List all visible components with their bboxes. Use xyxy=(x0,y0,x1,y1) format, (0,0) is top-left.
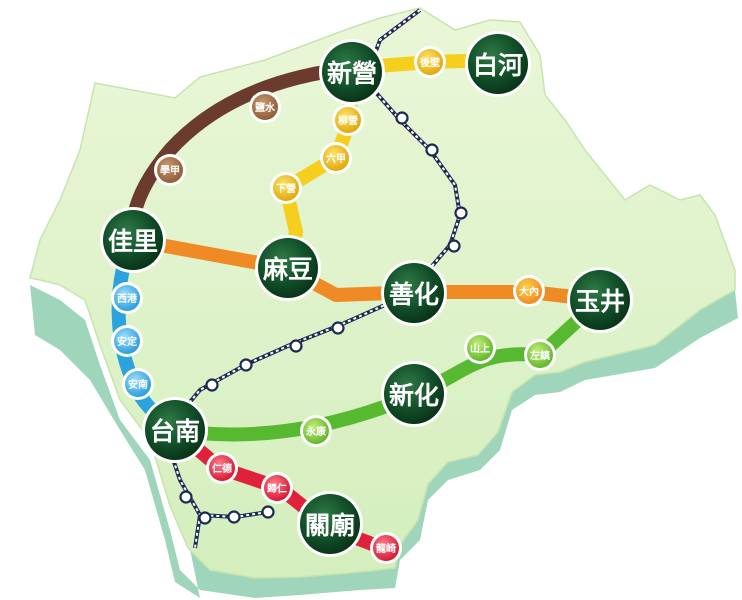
svg-text:安南: 安南 xyxy=(128,378,148,391)
svg-text:山上: 山上 xyxy=(470,342,490,355)
svg-text:玉井: 玉井 xyxy=(575,287,625,316)
stop-liujia[interactable]: 六甲 xyxy=(320,142,352,174)
hub-jiali[interactable]: 佳里 xyxy=(100,207,166,273)
svg-text:學甲: 學甲 xyxy=(160,164,180,177)
svg-text:歸仁: 歸仁 xyxy=(267,482,287,495)
svg-text:大內: 大內 xyxy=(519,285,539,298)
svg-text:柳營: 柳營 xyxy=(338,114,358,127)
hub-xinhua[interactable]: 新化 xyxy=(381,361,447,427)
stop-shanshang[interactable]: 山上 xyxy=(464,332,496,364)
svg-text:西港: 西港 xyxy=(117,292,138,305)
svg-text:麻豆: 麻豆 xyxy=(262,255,313,284)
stop-yongkang[interactable]: 永康 xyxy=(300,415,332,447)
svg-text:六甲: 六甲 xyxy=(326,152,346,165)
svg-text:左鎮: 左鎮 xyxy=(529,349,550,362)
stop-annan[interactable]: 安南 xyxy=(122,368,154,400)
hub-baihe[interactable]: 白河 xyxy=(465,31,531,97)
svg-text:下營: 下營 xyxy=(276,182,296,195)
svg-text:永康: 永康 xyxy=(305,425,327,438)
hub-madou[interactable]: 麻豆 xyxy=(255,235,321,301)
stop-longqi[interactable]: 龍崎 xyxy=(370,532,402,564)
stop-danei[interactable]: 大內 xyxy=(513,275,545,307)
stop-zuozhen[interactable]: 左鎮 xyxy=(524,339,556,371)
stop-xigang[interactable]: 西港 xyxy=(111,282,143,314)
svg-text:龍崎: 龍崎 xyxy=(376,542,396,555)
svg-text:新化: 新化 xyxy=(389,381,439,410)
svg-text:佳里: 佳里 xyxy=(108,227,158,256)
svg-text:關廟: 關廟 xyxy=(305,511,355,540)
stop-houbi[interactable]: 後壁 xyxy=(414,46,446,78)
stop-liuying[interactable]: 柳營 xyxy=(332,104,364,136)
svg-text:善化: 善化 xyxy=(389,280,439,309)
svg-text:新營: 新營 xyxy=(327,59,377,88)
hub-xinying[interactable]: 新營 xyxy=(319,39,385,105)
stop-guiren[interactable]: 歸仁 xyxy=(261,472,293,504)
hub-yujing[interactable]: 玉井 xyxy=(567,267,633,333)
railway-stations xyxy=(179,111,468,525)
hub-guanmiao[interactable]: 關廟 xyxy=(297,491,363,557)
stop-anding[interactable]: 安定 xyxy=(111,325,143,357)
stop-xiaying[interactable]: 下營 xyxy=(270,172,302,204)
svg-text:白河: 白河 xyxy=(473,51,523,80)
svg-text:仁德: 仁德 xyxy=(212,462,232,475)
svg-text:後壁: 後壁 xyxy=(420,56,440,69)
hub-shanhua[interactable]: 善化 xyxy=(381,260,447,326)
svg-text:鹽水: 鹽水 xyxy=(255,101,276,114)
hub-tainan[interactable]: 台南 xyxy=(142,397,208,463)
svg-text:安定: 安定 xyxy=(117,335,137,348)
svg-text:台南: 台南 xyxy=(150,417,200,446)
stop-yanshui[interactable]: 鹽水 xyxy=(249,91,281,123)
stop-rende[interactable]: 仁德 xyxy=(206,452,238,484)
stop-xuejia[interactable]: 學甲 xyxy=(154,154,186,186)
